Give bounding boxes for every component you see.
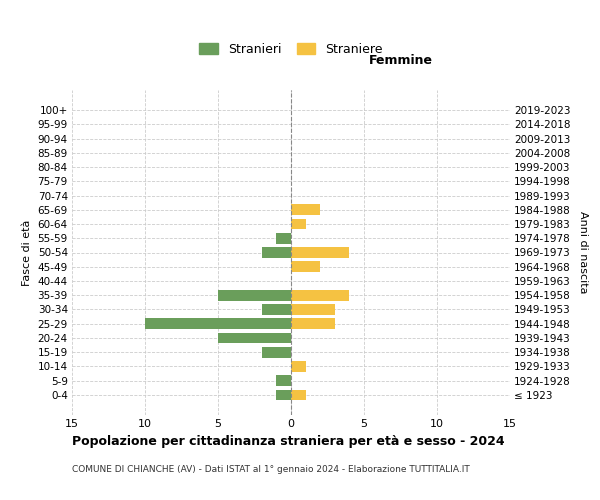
Bar (291, 361, 305, 372)
Text: COMUNE DI CHIANCHE (AV) - Dati ISTAT al 1° gennaio 2024 - Elaborazione TUTTITALI: COMUNE DI CHIANCHE (AV) - Dati ISTAT al … (72, 465, 470, 474)
Y-axis label: Fasce di età: Fasce di età (22, 220, 32, 286)
Bar (262, 304, 291, 315)
Bar (291, 262, 320, 272)
Bar (291, 204, 320, 215)
Bar (218, 290, 291, 300)
Bar (291, 218, 305, 230)
Bar (291, 390, 305, 400)
Y-axis label: Anni di nascita: Anni di nascita (578, 211, 587, 294)
Bar (145, 318, 291, 329)
Bar (291, 304, 335, 315)
Text: Popolazione per cittadinanza straniera per età e sesso - 2024: Popolazione per cittadinanza straniera p… (72, 435, 505, 448)
Bar (291, 318, 335, 329)
Bar (277, 233, 291, 243)
Bar (262, 247, 291, 258)
Bar (291, 247, 349, 258)
Bar (262, 347, 291, 358)
Bar (218, 332, 291, 344)
Bar (277, 390, 291, 400)
Legend: Stranieri, Straniere: Stranieri, Straniere (194, 38, 388, 60)
Bar (291, 290, 349, 300)
Bar (277, 376, 291, 386)
Text: Femmine: Femmine (368, 54, 433, 67)
